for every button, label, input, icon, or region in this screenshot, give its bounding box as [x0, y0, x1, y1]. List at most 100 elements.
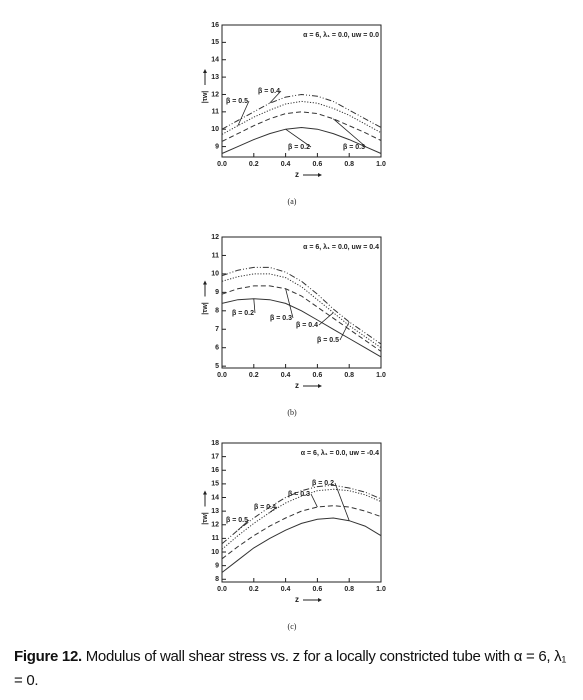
x-tick-label: 0.6	[313, 161, 323, 168]
series-label: β = 0.4	[258, 88, 280, 95]
annotation: α = 6, λ₁ = 0.0, uw = -0.4	[301, 449, 379, 457]
series-line	[221, 517, 382, 573]
y-tick-label: 12	[211, 91, 219, 98]
y-tick-label: 11	[212, 109, 220, 116]
panel-label: (c)	[288, 622, 297, 631]
series-line	[221, 298, 382, 358]
x-tick-label: 0.0	[217, 586, 227, 593]
y-tick-label: 11	[212, 252, 220, 259]
x-tick-label: 0.2	[249, 372, 259, 379]
label-arrow	[269, 506, 278, 513]
y-tick-label: 9	[215, 143, 219, 150]
label-arrow	[253, 298, 256, 314]
x-axis-label: z	[295, 170, 299, 179]
series-line	[221, 273, 382, 349]
figure: 9 10 11 12 13 14 15 16 0.0 0.2 0.4 0.6 0.8 1.0 z |τw| α …	[202, 22, 386, 631]
x-tick-label: 1.0	[376, 586, 386, 593]
series-label: β = 0.3	[343, 144, 365, 151]
series-line	[221, 111, 382, 142]
annotation: α = 6, λ₁ = 0.0, uw = 0.4	[303, 243, 379, 251]
x-axis-label: z	[295, 595, 299, 604]
y-tick-label: 12	[211, 522, 219, 529]
y-tick-label: 13	[211, 508, 219, 515]
panel-label: (b)	[287, 408, 297, 417]
y-tick-label: 11	[212, 535, 220, 542]
x-tick-label: 0.6	[313, 372, 323, 379]
x-arrowhead	[318, 598, 322, 602]
y-tick-label: 10	[211, 126, 219, 133]
label-arrow	[269, 90, 282, 104]
series-label: β = 0.3	[270, 315, 292, 322]
label-arrow	[310, 493, 318, 508]
y-arrowhead	[203, 490, 207, 495]
series-line	[221, 488, 382, 550]
y-tick-label: 16	[211, 467, 219, 474]
label-arrow	[285, 288, 294, 319]
y-tick-label: 15	[211, 481, 219, 488]
x-tick-label: 0.4	[281, 372, 291, 379]
x-tick-label: 1.0	[376, 372, 386, 379]
y-tick-label: 5	[215, 363, 219, 370]
series-label: β = 0.2	[312, 480, 334, 487]
series-line	[221, 100, 382, 135]
x-arrowhead	[318, 384, 322, 388]
series-label: β = 0.5	[226, 98, 248, 105]
y-tick-label: 9	[215, 289, 219, 296]
y-tick-label: 13	[211, 74, 219, 81]
label-arrow	[237, 100, 250, 126]
series-line	[221, 93, 382, 130]
series-label: β = 0.5	[226, 517, 248, 524]
y-tick-label: 6	[215, 345, 219, 352]
x-tick-label: 0.8	[344, 372, 354, 379]
x-tick-label: 0.4	[281, 586, 291, 593]
y-axis-label: |τw|	[202, 91, 209, 104]
plot-frame	[221, 24, 382, 158]
y-axis-label: |τw|	[202, 512, 209, 525]
y-tick-label: 12	[211, 234, 219, 241]
series-label: β = 0.5	[317, 337, 339, 344]
series-line	[221, 126, 382, 154]
series-label: β = 0.2	[288, 144, 310, 151]
label-arrow	[237, 519, 250, 531]
y-tick-label: 7	[215, 326, 219, 333]
y-arrowhead	[203, 280, 207, 285]
y-arrowhead	[203, 69, 207, 73]
x-tick-label: 0.2	[249, 161, 259, 168]
label-arrow	[339, 321, 350, 341]
series-label: β = 0.4	[296, 322, 318, 329]
y-tick-label: 10	[211, 271, 219, 278]
x-tick-label: 0.0	[217, 372, 227, 379]
y-tick-label: 17	[211, 453, 219, 460]
x-tick-label: 0.0	[217, 161, 227, 168]
annotation: α = 6, λ₁ = 0.0, uw = 0.0	[303, 31, 379, 39]
x-tick-label: 0.4	[281, 161, 291, 168]
label-arrow	[318, 312, 334, 326]
caption-label: Figure 12.	[14, 648, 82, 665]
caption-text: Modulus of wall shear stress vs. z for a…	[14, 648, 567, 689]
y-tick-label: 8	[215, 308, 219, 315]
caption: Figure 12. Modulus of wall shear stress …	[14, 645, 574, 693]
series-line	[221, 266, 382, 345]
y-tick-label: 18	[211, 440, 219, 447]
series-label: β = 0.4	[254, 504, 276, 511]
panel-label: (a)	[288, 197, 297, 206]
x-tick-label: 1.0	[376, 161, 386, 168]
label-arrow	[334, 482, 350, 521]
y-tick-label: 14	[211, 494, 219, 501]
series-label: β = 0.2	[232, 310, 254, 317]
y-tick-label: 14	[211, 57, 219, 64]
y-tick-label: 9	[215, 562, 219, 569]
y-tick-label: 15	[211, 39, 219, 46]
x-arrowhead	[318, 173, 322, 177]
y-tick-label: 10	[211, 549, 219, 556]
y-tick-label: 16	[211, 22, 219, 29]
y-tick-label: 8	[215, 576, 219, 583]
x-tick-label: 0.6	[313, 586, 323, 593]
plot-frame	[221, 442, 382, 583]
series-line	[221, 285, 382, 352]
x-tick-label: 0.8	[344, 161, 354, 168]
x-axis-label: z	[295, 381, 299, 390]
x-tick-label: 0.8	[344, 586, 354, 593]
x-tick-label: 0.2	[249, 586, 259, 593]
